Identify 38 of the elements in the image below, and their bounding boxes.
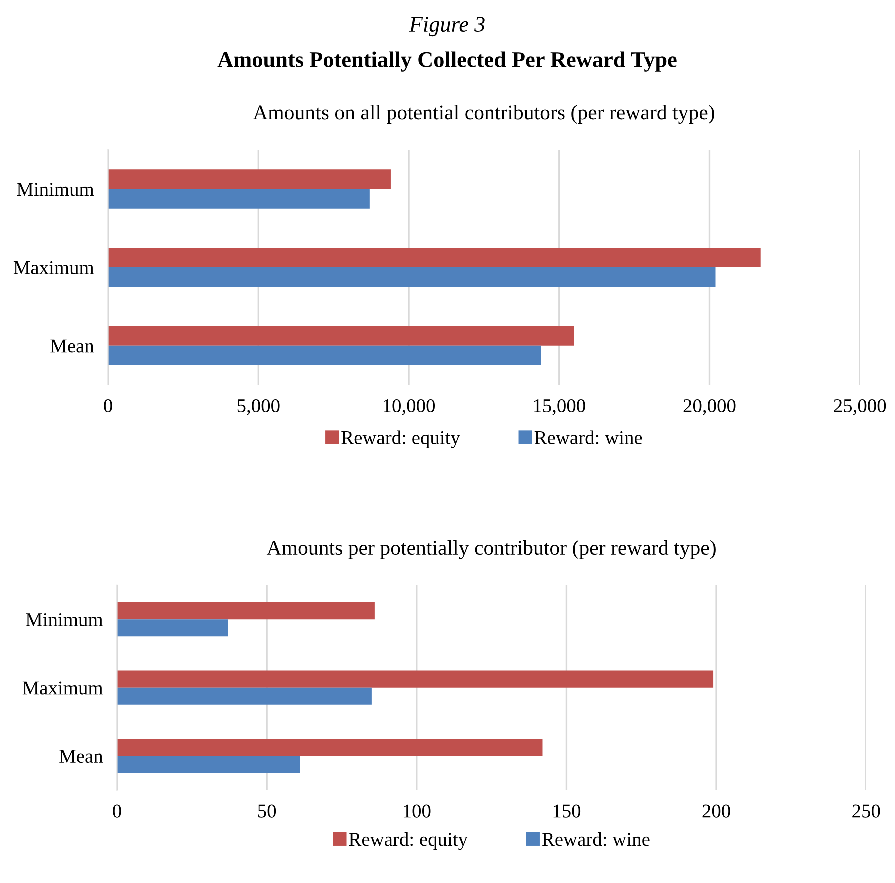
x-tick-label: 5,000 [238,399,280,416]
x-tick-label: 250 [852,804,880,818]
x-tick-label: 50 [258,804,276,818]
bar [117,620,228,637]
y-tick-label: Minimum [26,613,104,627]
legend-label: Reward: equity [342,430,460,448]
bar [117,602,375,620]
legend-label: Reward: wine [534,430,642,445]
y-tick-label: Maximum [22,682,104,695]
bar [108,170,391,190]
bar [108,346,542,366]
x-tick-label: 100 [404,804,431,818]
legend-label: Reward: equity [349,832,468,850]
text: Amounts Potentially Collected Per Reward Type [218,52,677,72]
y-tick-label: Minimum [17,183,94,196]
x-tick-label: 0 [104,399,112,413]
chart-title: Amounts per potentially contributor (per reward type) [266,540,716,560]
y-tick-label: Mean [50,340,94,353]
y-tick-label: Mean [60,750,104,764]
bar [117,670,714,688]
x-tick-label: 150 [554,804,581,818]
x-tick-label: 25,000 [834,399,886,416]
x-tick-label: 10,000 [384,399,436,416]
bar [108,326,574,346]
caption: Figure 3 [409,17,485,37]
bar [117,688,372,705]
bar [117,739,543,756]
bar [117,756,300,774]
chart-title: Amounts on all potential contributors (per reward type) [253,105,714,124]
x-tick-label: 200 [702,804,730,818]
y-tick-label: Maximum [14,261,94,274]
bar [108,268,716,288]
x-tick-label: 15,000 [534,399,586,416]
legend-label: Reward: wine [542,832,650,846]
bar [108,248,761,268]
x-tick-label: 0 [113,804,122,818]
x-tick-label: 20,000 [684,399,736,416]
bar [108,189,370,209]
